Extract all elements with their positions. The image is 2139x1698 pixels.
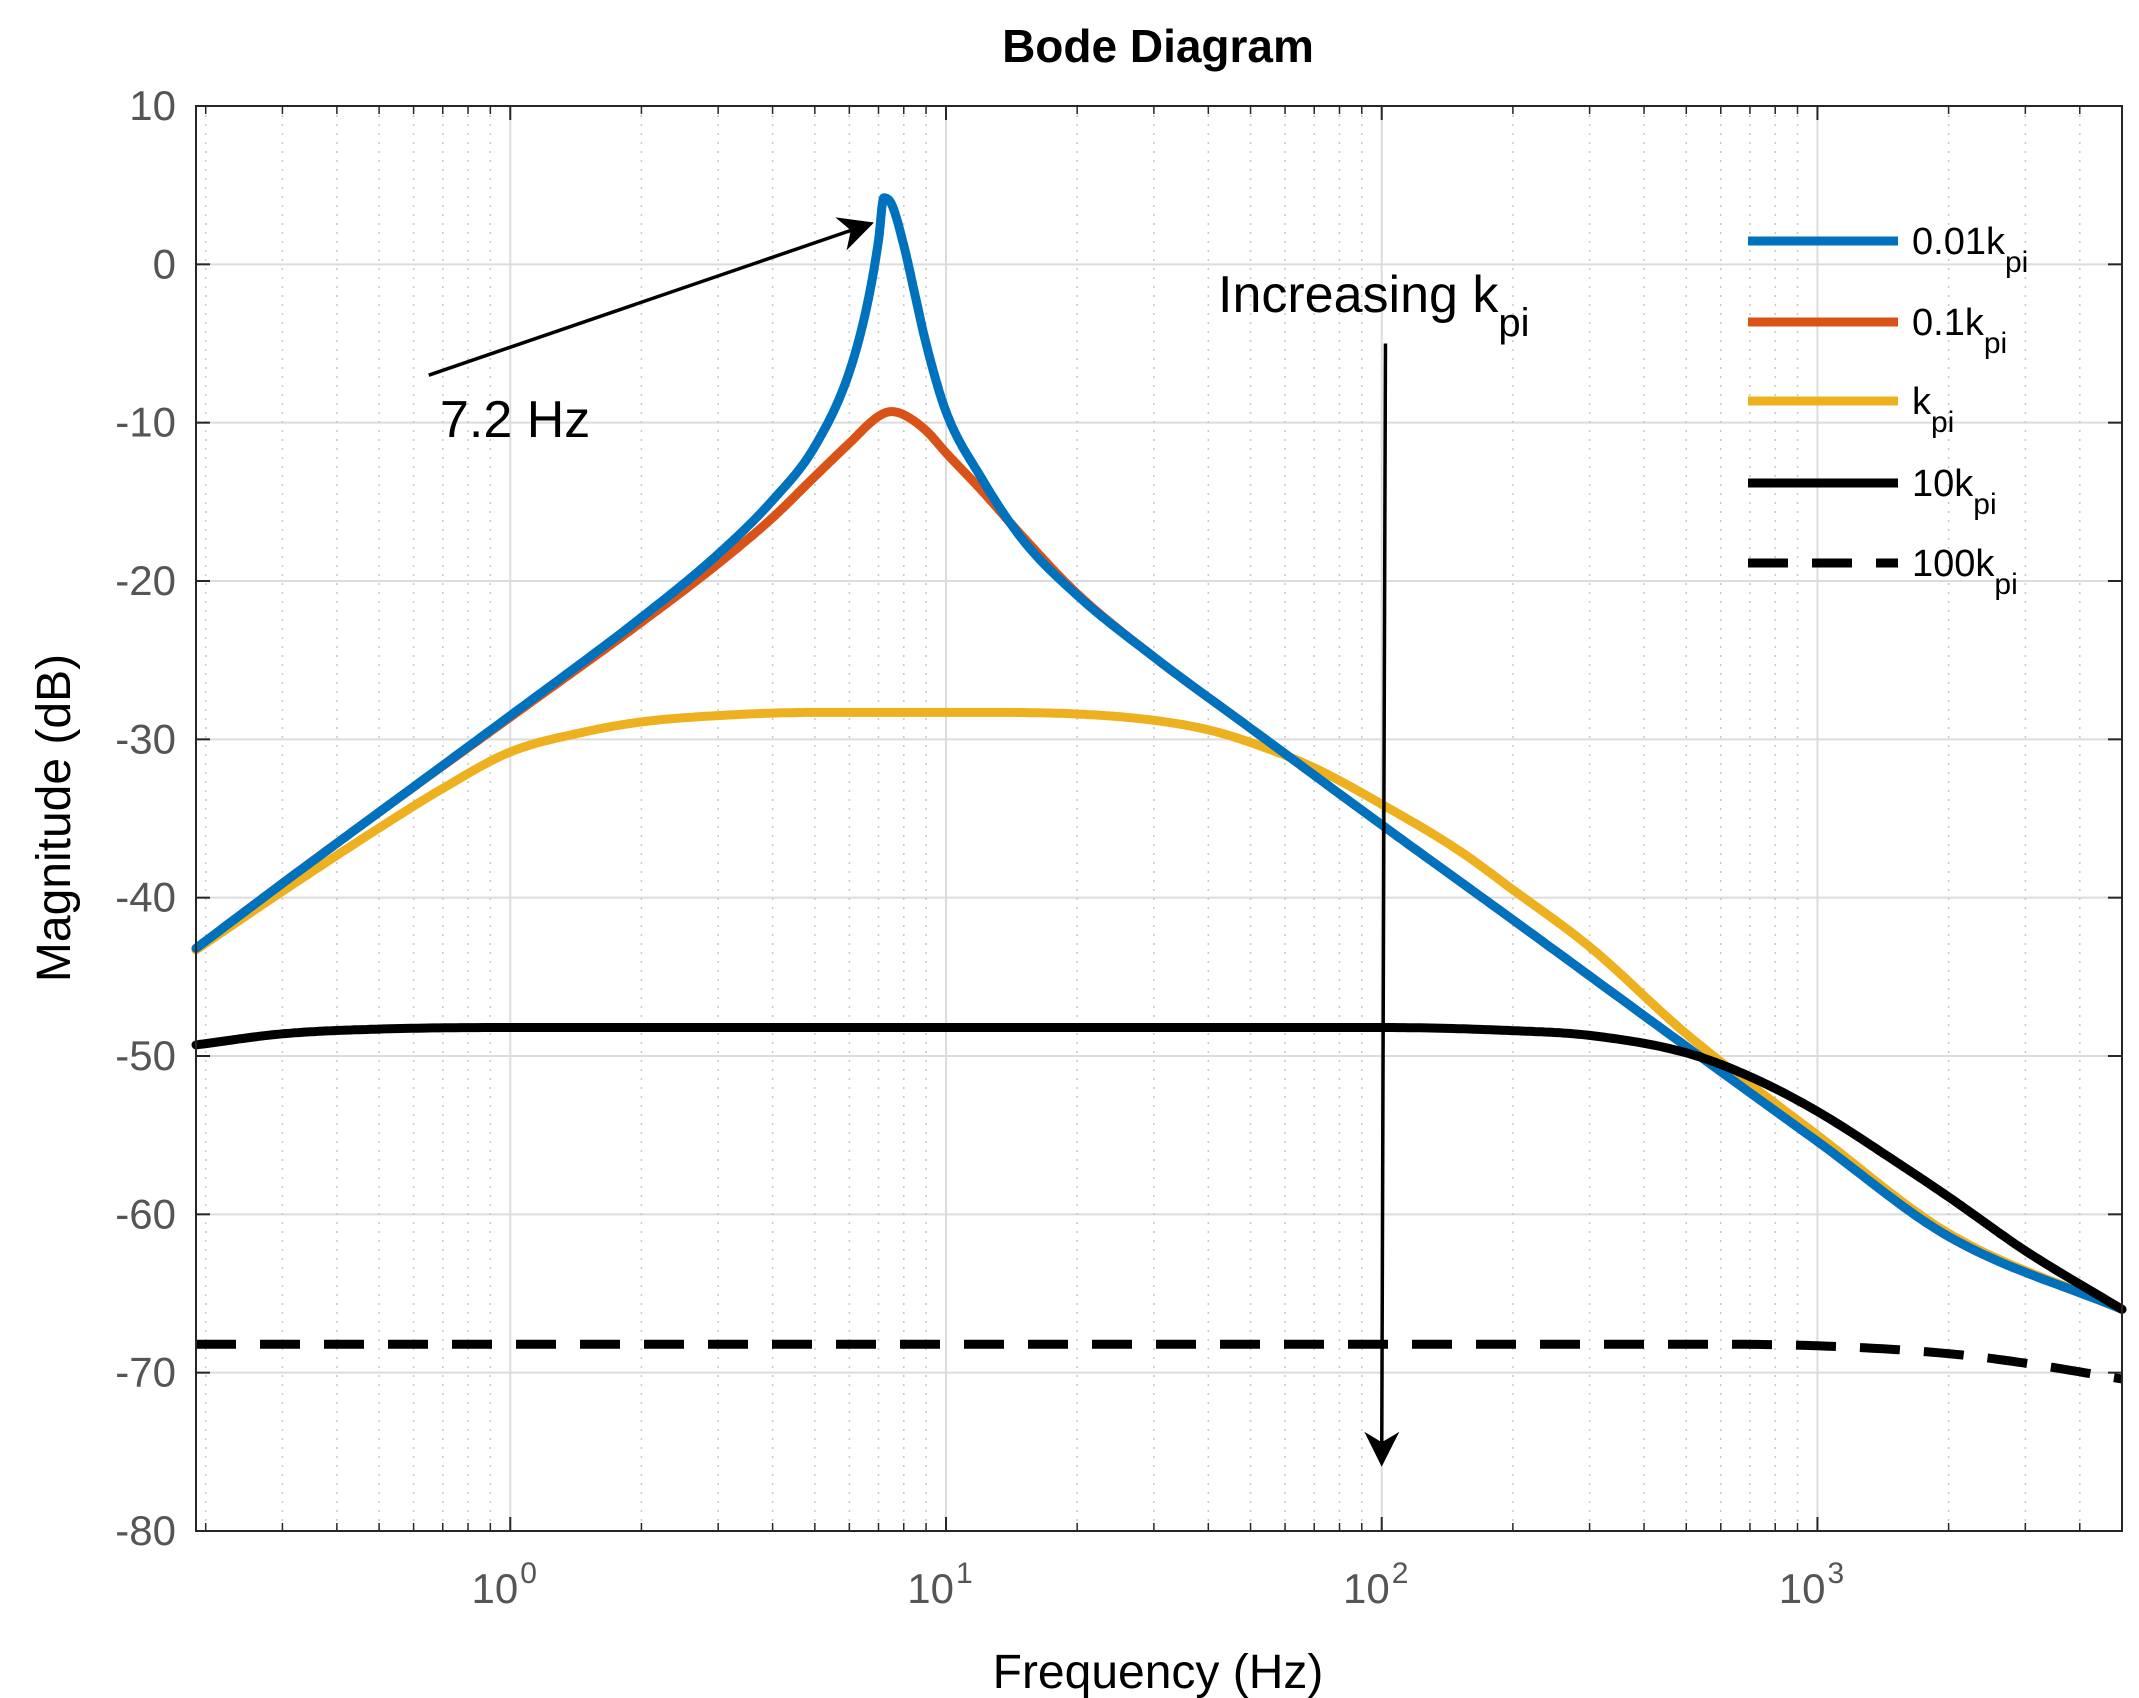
annotation-subscript-kpi: pi	[1498, 301, 1529, 345]
legend-subscript: pi	[1984, 327, 2007, 360]
x-axis-label: Frequency (Hz)	[993, 1646, 1324, 1698]
annotation-text-peak: 7.2 Hz	[440, 391, 590, 449]
x-tick-exponent: 3	[1827, 1557, 1844, 1590]
y-tick-label: -60	[115, 1190, 176, 1237]
series-line-100k_pi	[196, 1339, 2123, 1384]
y-tick-label: -10	[115, 399, 176, 446]
legend-subscript: pi	[2005, 246, 2028, 279]
annotation-arrow-peak	[428, 217, 874, 377]
x-tick-exponent: 0	[520, 1557, 537, 1590]
annotation-arrow-kpi	[1364, 343, 1400, 1467]
y-tick-label: -80	[115, 1507, 176, 1554]
y-tick-label: 10	[129, 82, 176, 129]
plot-frame	[195, 105, 2123, 1532]
x-tick-label: 102	[1343, 1557, 1408, 1612]
series-line-0.01k_pi	[191, 193, 2127, 1314]
legend-subscript: pi	[1973, 488, 1996, 521]
legend-subscript: pi	[1994, 568, 2017, 601]
x-tick-exponent: 1	[956, 1557, 973, 1590]
x-tick-label: 103	[1779, 1557, 1844, 1612]
x-tick-label: 101	[907, 1557, 972, 1612]
y-tick-label: -20	[115, 557, 176, 604]
chart-title: Bode Diagram	[1002, 20, 1314, 72]
x-tick-label: 100	[472, 1557, 537, 1612]
x-tick-exponent: 2	[1392, 1557, 1409, 1590]
y-axis-label: Magnitude (dB)	[28, 654, 81, 982]
series-line-k_pi	[191, 707, 2127, 1314]
y-tick-label: -50	[115, 1032, 176, 1079]
y-tick-label: -30	[115, 715, 176, 762]
legend-subscript: pi	[1931, 406, 1954, 439]
y-tick-label: -70	[115, 1349, 176, 1396]
y-tick-label: -40	[115, 874, 176, 921]
y-tick-label: 0	[153, 240, 176, 287]
